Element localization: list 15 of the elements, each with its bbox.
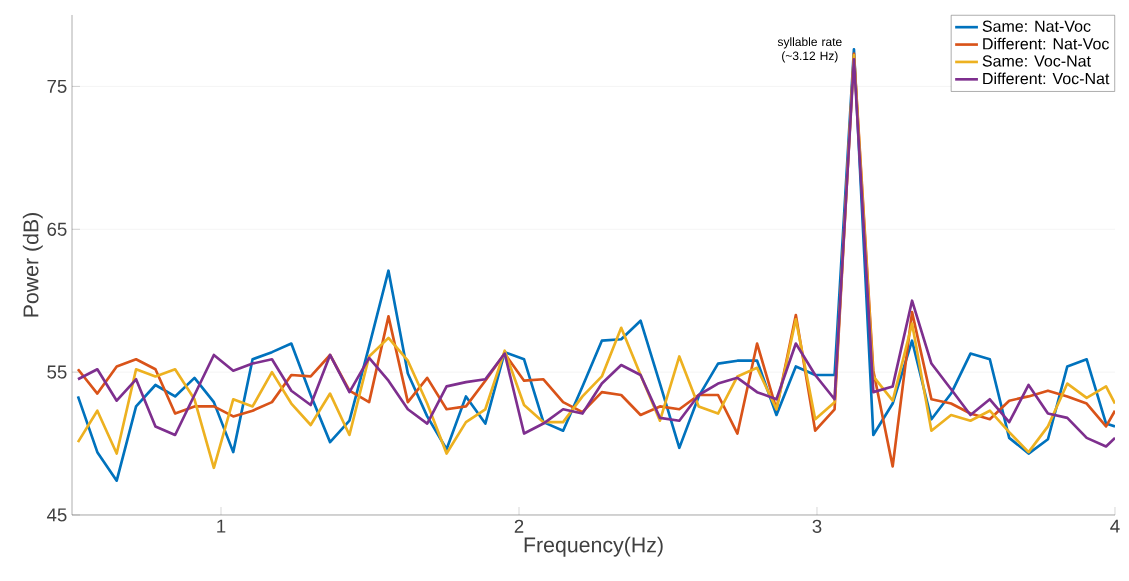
x-tick-label: 3: [812, 519, 822, 533]
legend-label: Different: Nat-Voc: [983, 37, 1109, 50]
y-axis-title: Power (dB): [22, 213, 43, 317]
legend-label: Same: Nat-Voc: [982, 20, 1091, 32]
annotation: syllable rate (~3.12 Hz): [777, 37, 842, 63]
x-tick-label: 2: [514, 519, 524, 533]
x-tick-label: 1: [217, 519, 226, 533]
x-tick-label: 4: [1110, 519, 1120, 533]
y-tick-label: 75: [47, 79, 67, 93]
legend-label: Different: Voc-Nat: [983, 72, 1110, 85]
legend-label: Same: Voc-Nat: [982, 55, 1091, 67]
y-tick-label: 55: [47, 365, 67, 379]
y-tick-label: 65: [47, 222, 67, 236]
x-axis-title: Frequency(Hz): [524, 536, 663, 557]
y-tick-label: 45: [46, 508, 67, 522]
